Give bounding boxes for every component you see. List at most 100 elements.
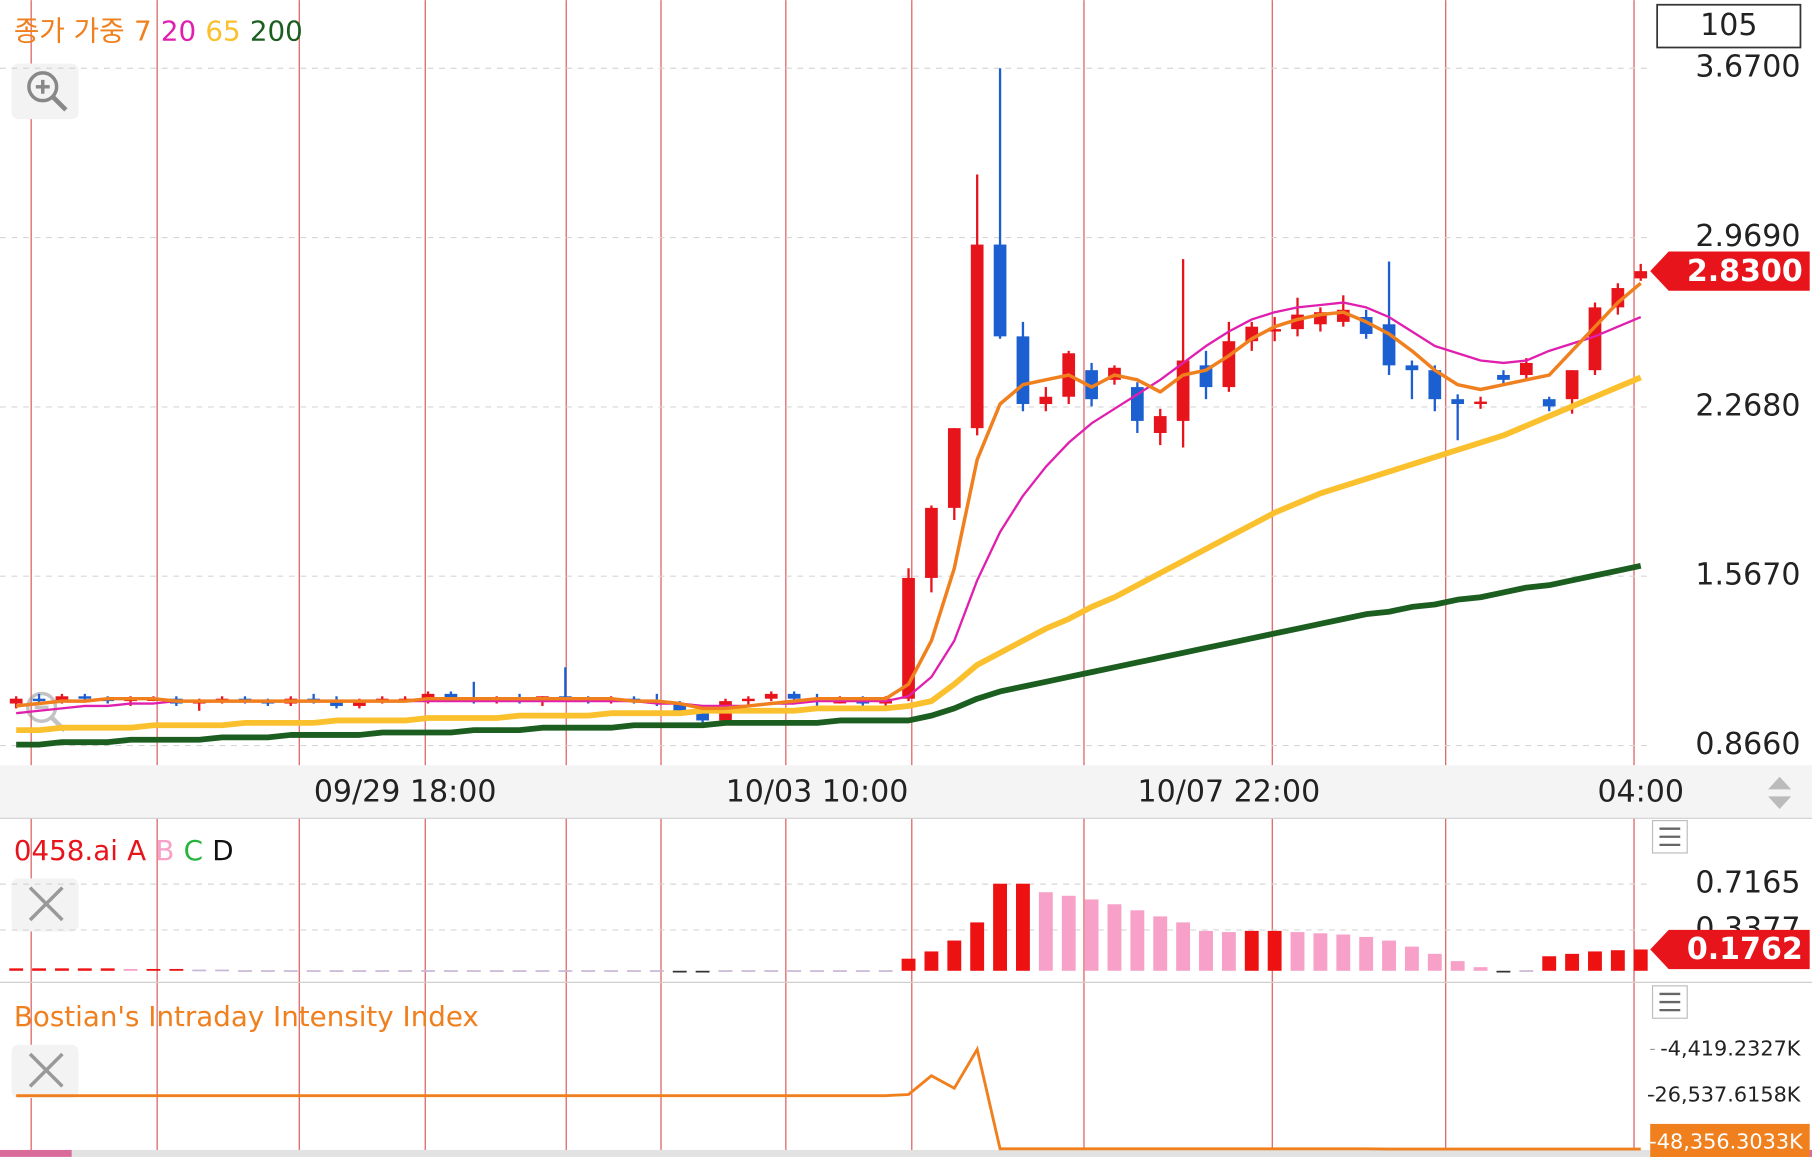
histogram-bar (1404, 946, 1419, 971)
indicator-menu-button[interactable] (1651, 820, 1688, 854)
histogram-bar (924, 951, 939, 971)
legend-entry: 65 (205, 14, 240, 47)
histogram-bar (192, 969, 207, 972)
histogram-bar (810, 970, 824, 972)
scale-toggle[interactable] (1768, 776, 1792, 810)
last-value-label: 0.1762 (1687, 932, 1803, 967)
histogram-bar (1313, 933, 1328, 971)
candle-body (1085, 370, 1098, 400)
interval-label: 105 (1700, 8, 1757, 43)
candle-body (993, 244, 1007, 337)
histogram-bar (100, 968, 115, 971)
candle-body (32, 698, 46, 702)
histogram-bar (1496, 970, 1511, 973)
candle-body (696, 713, 709, 721)
candle-body (947, 428, 961, 508)
histogram-bar (1244, 930, 1259, 971)
y-tick-label: 2.2680 (1695, 388, 1800, 423)
candle-body (764, 693, 778, 699)
histogram-bar (1199, 930, 1213, 971)
legend-title: 종가 가중 (14, 14, 125, 47)
indicator-line (16, 1045, 1641, 1151)
histogram-bar (1016, 883, 1030, 971)
candle-body (330, 701, 343, 706)
histogram-bar (306, 970, 321, 972)
y-tick-label: -4,419.2327K (1660, 1036, 1802, 1060)
zoom-in-button[interactable] (11, 63, 79, 120)
candle-body (421, 693, 435, 699)
candle-body (1451, 399, 1465, 405)
histogram-bar (421, 970, 435, 972)
legend-entry: D (212, 834, 233, 867)
y-tick-label: 1.5670 (1695, 558, 1800, 593)
histogram-bar (375, 970, 390, 972)
scrollbar[interactable] (0, 1149, 1812, 1157)
histogram-bar (283, 970, 298, 972)
candle-body (742, 698, 755, 702)
histogram-bar (466, 970, 481, 972)
candle-body (1428, 370, 1442, 400)
candle-body (1222, 341, 1236, 388)
histogram-bar (329, 970, 344, 972)
candle-body (353, 701, 366, 706)
histogram-bar (77, 968, 92, 971)
y-tick-label: 0.8660 (1695, 727, 1800, 762)
candle-body (856, 701, 870, 704)
histogram-bar (55, 968, 69, 971)
x-tick-label: 09/29 18:00 (314, 774, 497, 809)
histogram-bar (1633, 949, 1648, 971)
legend-entry: 20 (161, 14, 196, 47)
histogram-bar (993, 883, 1008, 971)
histogram-bar (1084, 899, 1099, 971)
histogram-bar (558, 970, 573, 972)
histogram-bar (1221, 932, 1236, 971)
histogram-bar (443, 970, 458, 972)
x-tick-label: 04:00 (1597, 774, 1684, 809)
histogram-bar (1473, 967, 1488, 971)
x-axis-band (0, 765, 1812, 819)
histogram-bar (352, 970, 367, 972)
histogram-bar (832, 970, 847, 972)
histogram-bar (169, 968, 184, 971)
histogram-bar (535, 970, 550, 972)
candle-body (902, 577, 915, 699)
scrollbar-handle[interactable] (0, 1149, 72, 1157)
histogram-bar (741, 970, 756, 972)
indicator-menu-button[interactable] (1651, 985, 1688, 1019)
candle-body (970, 244, 984, 429)
y-tick-label: 0.7165 (1695, 866, 1800, 901)
histogram-bar (764, 970, 779, 972)
histogram-bar (672, 970, 687, 973)
indicator-title: 0458.ai (14, 834, 118, 867)
x-tick-label: 10/07 22:00 (1138, 774, 1321, 809)
histogram-bar (1130, 910, 1145, 971)
histogram-bar (1038, 892, 1053, 971)
histogram-bar (627, 970, 641, 972)
histogram-bar (1153, 916, 1168, 971)
x-tick-label: 10/03 10:00 (726, 774, 909, 809)
candle-body (55, 696, 69, 702)
histogram-bar (1359, 936, 1374, 971)
last-value-marker (1650, 1123, 1810, 1157)
histogram-bar (1542, 956, 1557, 971)
legend-entry: B (155, 834, 174, 867)
candle-body (9, 698, 23, 704)
histogram-bar (512, 970, 527, 972)
histogram-bar (970, 922, 985, 971)
y-tick-label: 3.6700 (1695, 50, 1800, 85)
close-indicator-button[interactable] (11, 878, 79, 932)
close-indicator-button[interactable] (11, 1044, 79, 1098)
histogram-bar (489, 970, 504, 972)
candle-body (1497, 375, 1510, 380)
histogram-bar (787, 970, 802, 972)
last-value-label: 2.8300 (1687, 254, 1803, 289)
y-tick-label: -26,537.6158K (1647, 1083, 1802, 1107)
candle-body (1565, 370, 1579, 400)
last-value-label: -48,356.3033K (1649, 1129, 1804, 1153)
histogram-bar (649, 970, 664, 972)
candle-body (673, 703, 687, 714)
candle-body (1268, 329, 1281, 332)
histogram-bar (878, 970, 893, 972)
legend-entry: C (184, 834, 203, 867)
